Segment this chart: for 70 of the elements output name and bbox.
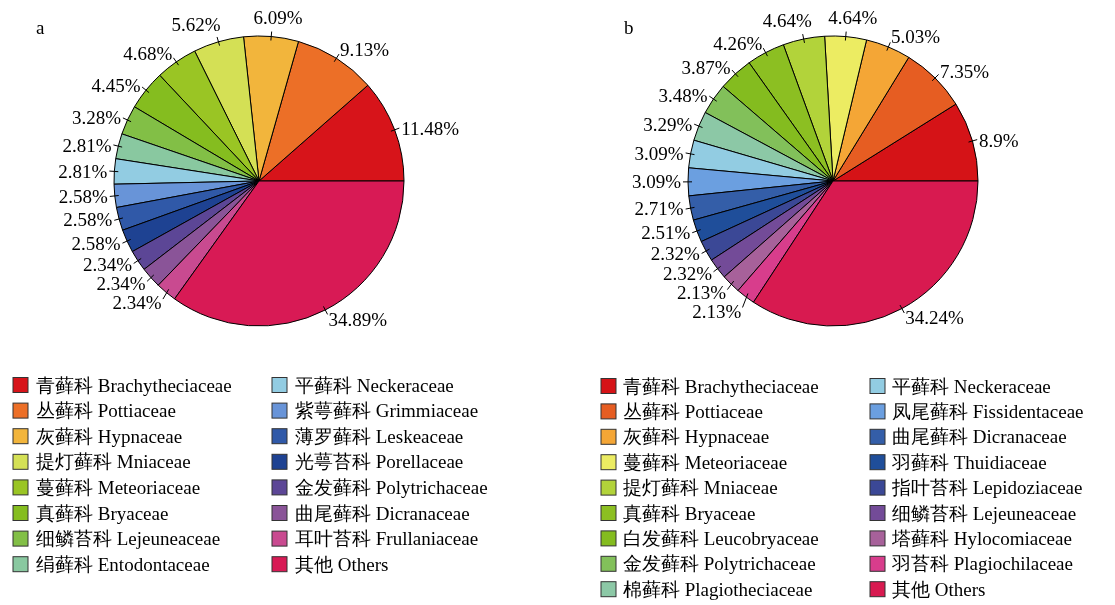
legend-label: 蔓藓科 Meteoriaceae <box>36 476 201 498</box>
data-label: 2.58% <box>63 209 113 231</box>
data-label: 2.34% <box>96 272 146 294</box>
legend-label: 真藓科 Bryaceae <box>36 502 169 524</box>
data-label: 2.81% <box>62 134 112 156</box>
data-label: 2.34% <box>112 291 162 313</box>
legend-label: 指叶苔科 Lepidoziaceae <box>891 477 1083 499</box>
data-label: 3.87% <box>681 56 731 78</box>
chart-title: b <box>624 17 634 38</box>
legend-label: 金发藓科 Polytrichaceae <box>623 553 816 575</box>
data-label: 2.13% <box>676 281 727 303</box>
legend-label: 白发藓科 Leucobryaceae <box>623 527 819 549</box>
data-label: 4.64% <box>828 7 878 29</box>
data-label: 2.32% <box>650 243 701 265</box>
legend-label: 丛藓科 Pottiaceae <box>623 400 763 422</box>
data-label: 5.03% <box>891 26 941 48</box>
legend-label: 其他 Others <box>892 578 986 600</box>
data-label: 3.09% <box>634 142 684 164</box>
legend-label: 绢藓科 Entodontaceae <box>36 553 210 575</box>
data-label: 2.58% <box>58 185 108 207</box>
legend-label: 提灯藓科 Mniaceae <box>623 477 778 499</box>
legend-label: 光萼苔科 Porellaceae <box>295 451 464 473</box>
legend-label: 丛藓科 Pottiaceae <box>36 400 176 422</box>
legend-label: 青藓科 Brachytheciaceae <box>36 374 232 396</box>
data-label: 2.71% <box>634 198 684 220</box>
legend-label: 其他 Others <box>295 553 389 575</box>
data-label: 3.48% <box>658 84 708 106</box>
data-label: 3.28% <box>72 107 122 129</box>
data-label: 2.58% <box>71 232 121 254</box>
legend-label: 耳叶苔科 Frullaniaceae <box>295 528 479 550</box>
data-label: 4.68% <box>123 43 173 65</box>
legend-label: 平藓科 Neckeraceae <box>892 375 1051 397</box>
data-label: 11.48% <box>401 117 460 139</box>
data-label: 4.64% <box>762 10 813 32</box>
legend-label: 塔藓科 Hylocomiaceae <box>891 527 1072 549</box>
legend-label: 薄罗藓科 Leskeaceae <box>295 425 464 447</box>
data-label: 2.81% <box>58 160 108 182</box>
data-label: 2.34% <box>82 253 133 275</box>
data-label: 34.89% <box>328 308 388 330</box>
data-label: 3.29% <box>643 113 693 135</box>
data-label: 8.9% <box>979 129 1019 151</box>
data-label: 2.13% <box>692 300 742 322</box>
legend-label: 曲尾藓科 Dicranaceae <box>892 426 1067 448</box>
legend-label: 羽苔科 Plagiochilaceae <box>891 553 1073 575</box>
legend-label: 平藓科 Neckeraceae <box>295 374 454 396</box>
legend-label: 灰藓科 Hypnaceae <box>623 426 770 448</box>
legend-label: 曲尾藓科 Dicranaceae <box>295 502 470 524</box>
data-label: 5.62% <box>171 13 221 35</box>
legend-label: 细鳞苔科 Lejeuneaceae <box>36 528 221 550</box>
legend-label: 羽藓科 Thuidiaceae <box>891 451 1047 473</box>
legend-label: 蔓藓科 Meteoriaceae <box>623 451 788 473</box>
data-label: 3.09% <box>631 171 682 193</box>
legend-label: 青藓科 Brachytheciaceae <box>623 375 819 397</box>
legend-label: 凤尾藓科 Fissidentaceae <box>892 400 1084 422</box>
data-label: 34.24% <box>905 307 964 329</box>
legend-label: 灰藓科 Hypnaceae <box>36 425 183 447</box>
data-label: 4.26% <box>713 32 763 54</box>
legend-label: 细鳞苔科 Lejeuneaceae <box>892 502 1077 524</box>
data-label: 4.45% <box>91 74 141 96</box>
data-label: 2.32% <box>662 262 713 284</box>
data-label: 7.35% <box>939 61 990 83</box>
legend-label: 提灯藓科 Mniaceae <box>36 451 191 473</box>
legend-label: 真藓科 Bryaceae <box>623 502 756 524</box>
legend-label: 金发藓科 Polytrichaceae <box>295 476 488 498</box>
data-label: 2.51% <box>641 221 691 243</box>
chart-title: a <box>36 17 45 38</box>
data-label: 6.09% <box>253 7 303 29</box>
legend-label: 棉藓科 Plagiotheciaceae <box>623 578 813 600</box>
data-label: 9.13% <box>340 39 390 61</box>
legend-label: 紫萼藓科 Grimmiaceae <box>295 400 479 422</box>
